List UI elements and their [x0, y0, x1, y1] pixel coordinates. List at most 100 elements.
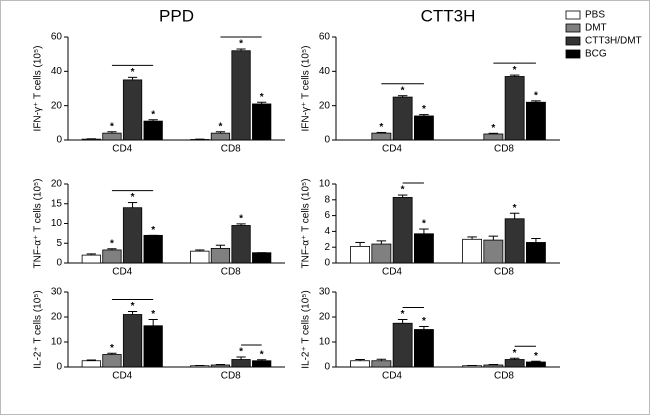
significance-star: *: [131, 67, 135, 78]
bar: [504, 359, 525, 368]
y-tick-label: 0: [324, 135, 330, 146]
y-tick-label: 8: [324, 194, 330, 205]
bar: [371, 360, 392, 368]
bar: [462, 238, 482, 264]
significance-star: *: [534, 91, 538, 102]
y-tick-label: 30: [319, 287, 331, 298]
bar: [526, 101, 546, 141]
y-tick-label: 40: [319, 66, 331, 77]
significance-star: *: [131, 192, 135, 203]
bar: [413, 233, 434, 264]
x-tick-label: CD8: [494, 371, 514, 382]
bar: [350, 360, 370, 368]
significance-star: *: [110, 343, 114, 354]
significance-star: *: [239, 214, 243, 225]
legend-swatch: [565, 23, 581, 33]
legend-swatch: [565, 49, 581, 59]
bar: [231, 225, 251, 264]
bar: [371, 132, 392, 141]
bar: [483, 364, 504, 368]
legend-label: CTT3H/DMT: [585, 36, 642, 47]
y-tick-label: 20: [319, 312, 331, 323]
y-axis-label: TNF-α⁺ T cells (10⁵): [33, 178, 44, 268]
bar: [210, 364, 231, 368]
significance-star: *: [151, 225, 155, 236]
significance-star: *: [534, 351, 538, 362]
bar: [413, 329, 434, 368]
y-tick-label: 10: [51, 218, 63, 229]
bar: [350, 246, 370, 264]
legend-label: BCG: [585, 49, 607, 60]
significance-star: *: [151, 109, 155, 120]
x-tick-label: CD4: [382, 267, 402, 278]
y-tick-label: 0: [56, 135, 62, 146]
y-axis-label: IFN-γ⁺ T cells (10⁵): [33, 46, 44, 132]
y-tick-label: 10: [51, 337, 63, 348]
significance-star: *: [131, 301, 135, 312]
y-axis-label: IFN-γ⁺ T cells (10⁵): [301, 46, 312, 132]
x-tick-label: CD4: [112, 267, 132, 278]
y-tick-label: 30: [51, 287, 63, 298]
y-tick-label: 4: [324, 226, 330, 237]
legend-label: DMT: [585, 23, 607, 34]
bar: [413, 115, 434, 141]
x-tick-label: CD8: [494, 144, 514, 155]
bar: [252, 360, 272, 368]
bar: [81, 360, 101, 368]
y-tick-label: 60: [51, 32, 63, 43]
bar: [122, 314, 143, 368]
chart-title: PPD: [159, 6, 194, 25]
bar: [526, 361, 546, 368]
y-tick-label: 2: [324, 242, 330, 253]
significance-star: *: [401, 185, 405, 196]
bar: [231, 359, 251, 368]
bar: [483, 133, 504, 141]
y-tick-label: 40: [51, 66, 63, 77]
bar: [102, 354, 122, 368]
significance-star: *: [513, 203, 517, 214]
significance-star: *: [401, 309, 405, 320]
x-tick-label: CD8: [221, 144, 241, 155]
x-tick-label: CD8: [494, 267, 514, 278]
y-tick-label: 0: [324, 258, 330, 269]
chart-title: CTT3H: [421, 6, 476, 25]
bar: [392, 96, 413, 141]
significance-star: *: [379, 122, 383, 133]
bar: [143, 325, 163, 368]
y-tick-label: 20: [319, 100, 331, 111]
bar: [371, 243, 392, 264]
x-tick-label: CD8: [221, 267, 241, 278]
y-tick-label: 5: [56, 238, 62, 249]
significance-star: *: [218, 121, 222, 132]
x-tick-label: CD8: [221, 371, 241, 382]
significance-star: *: [260, 92, 264, 103]
bar: [102, 132, 122, 141]
significance-star: *: [260, 349, 264, 360]
bar: [143, 120, 163, 141]
bar: [252, 103, 272, 141]
significance-star: *: [239, 39, 243, 50]
bar: [504, 76, 525, 141]
bar: [81, 254, 101, 264]
bar: [392, 322, 413, 368]
bar: [143, 234, 163, 264]
bar: [483, 239, 504, 264]
significance-star: *: [513, 65, 517, 76]
bar: [122, 207, 143, 264]
significance-star: *: [110, 121, 114, 132]
x-tick-label: CD4: [382, 371, 402, 382]
bar: [231, 50, 251, 141]
bar: [190, 250, 210, 264]
significance-star: *: [422, 104, 426, 115]
x-tick-label: CD4: [382, 144, 402, 155]
y-tick-label: 20: [51, 100, 63, 111]
bar: [210, 247, 231, 264]
significance-star: *: [151, 309, 155, 320]
bar: [252, 252, 272, 264]
legend-swatch: [565, 36, 581, 46]
significance-star: *: [239, 347, 243, 358]
x-tick-label: CD4: [112, 144, 132, 155]
y-axis-label: IL-2⁺ T cells (10⁵): [301, 290, 312, 369]
significance-star: *: [491, 123, 495, 134]
